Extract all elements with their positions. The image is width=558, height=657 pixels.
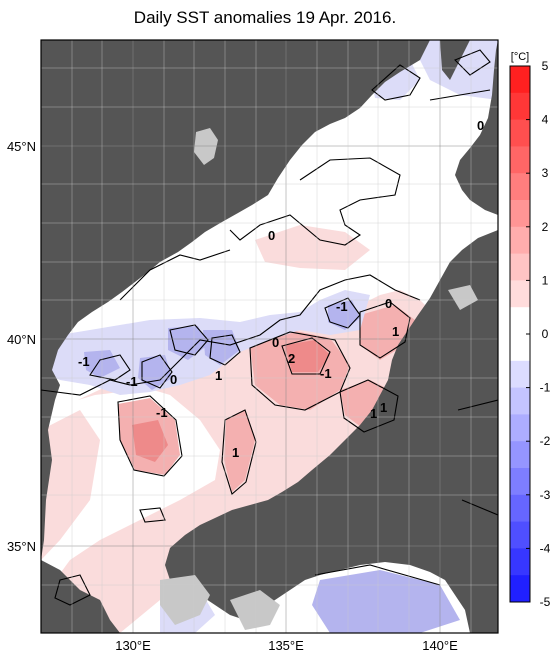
- colorbar-segment: [510, 387, 530, 415]
- map-frame: [40, 39, 499, 634]
- land-cold-patch: [230, 590, 280, 630]
- contour-label: 0: [268, 228, 275, 243]
- land-asia: [41, 40, 430, 560]
- colorbar-segment: [510, 226, 530, 255]
- map-title: Daily SST anomalies 19 Apr. 2016.: [133, 8, 397, 27]
- land-korea: [41, 560, 120, 633]
- land-cold-patch: [160, 575, 210, 625]
- contour-label: -1: [320, 366, 332, 381]
- contour-label: 1: [380, 400, 387, 415]
- colorbar-segment: [510, 441, 530, 469]
- contour-label: -1: [78, 354, 90, 369]
- contour-label: 0: [170, 372, 177, 387]
- colorbar-segment: [510, 66, 530, 94]
- contour-label: 1: [370, 406, 377, 421]
- colorbar-segment: [510, 521, 530, 549]
- colorbar-tick-label: 0: [542, 327, 549, 341]
- contour-label: -1: [126, 374, 138, 389]
- colorbar-segment: [510, 307, 530, 335]
- lat-tick: 35°N: [7, 539, 36, 554]
- lon-axis: 130°E 135°E 140°E: [115, 638, 458, 653]
- land-gap: [278, 595, 305, 620]
- contour-label: 1: [392, 324, 399, 339]
- contour-labels: 0 0 -1 0 1 -1 0 2 1 -1 -1 0 -1 1 1 1: [78, 118, 484, 460]
- contour-label: 1: [215, 368, 222, 383]
- colorbar: [°C] 5 4 3 2 1 0 -1 -2 -3 -4 -5: [509, 51, 551, 609]
- fine-graticule: [41, 40, 498, 633]
- colorbar-scale: [510, 66, 530, 603]
- colorbar-tick-label: -5: [540, 595, 551, 609]
- map-area: 0 0 -1 0 1 -1 0 2 1 -1 -1 0 -1 1 1 1: [41, 40, 498, 633]
- colorbar-tick-label: 3: [542, 166, 549, 180]
- lat-tick: 45°N: [7, 139, 36, 154]
- colorbar-tick-label: 2: [542, 220, 549, 234]
- colorbar-tick-label: -1: [540, 381, 551, 395]
- lat-axis: 45°N 40°N 35°N: [7, 139, 36, 554]
- land-japan: [165, 230, 498, 633]
- lat-tick: 40°N: [7, 332, 36, 347]
- colorbar-tick-label: 4: [542, 113, 549, 127]
- colorbar-segment: [510, 334, 530, 362]
- contour-lines: [41, 49, 498, 606]
- colorbar-segment: [510, 414, 530, 442]
- contour-label: 0: [272, 335, 279, 350]
- colorbar-tick-label: 1: [542, 273, 549, 287]
- contour-label: 0: [477, 118, 484, 133]
- colorbar-segment: [510, 92, 530, 121]
- colorbar-segment: [510, 280, 530, 308]
- colorbar-segment: [510, 575, 530, 603]
- colorbar-tick-label: -3: [540, 488, 551, 502]
- lon-tick: 130°E: [115, 638, 151, 653]
- colorbar-tick-label: -2: [540, 434, 551, 448]
- graticule: [41, 40, 498, 633]
- colorbar-segment: [510, 119, 530, 147]
- warm-anomaly-patches: [41, 225, 498, 633]
- colorbar-unit: [°C]: [511, 51, 529, 63]
- colorbar-segment: [510, 548, 530, 576]
- lon-tick: 135°E: [268, 638, 304, 653]
- contour-label: -1: [156, 405, 168, 420]
- island-cold: [194, 128, 218, 165]
- colorbar-tick-label: 5: [542, 59, 549, 73]
- lon-tick: 140°E: [422, 638, 458, 653]
- contour-label: -1: [336, 299, 348, 314]
- colorbar-segment: [510, 200, 530, 228]
- colorbar-segment: [510, 494, 530, 523]
- colorbar-segment: [510, 146, 530, 174]
- land-hokkaido: [455, 40, 498, 215]
- colorbar-tick-label: -4: [540, 541, 551, 555]
- land-cold-patch: [448, 285, 478, 310]
- contour-label: 0: [385, 296, 392, 311]
- colorbar-segment: [510, 360, 530, 389]
- colorbar-segment: [510, 173, 530, 201]
- contour-label: 1: [232, 445, 239, 460]
- colorbar-ticks: 5 4 3 2 1 0 -1 -2 -3 -4 -5: [526, 59, 551, 609]
- contour-label: 2: [288, 351, 295, 366]
- colorbar-segment: [510, 253, 530, 281]
- colorbar-segment: [510, 468, 530, 496]
